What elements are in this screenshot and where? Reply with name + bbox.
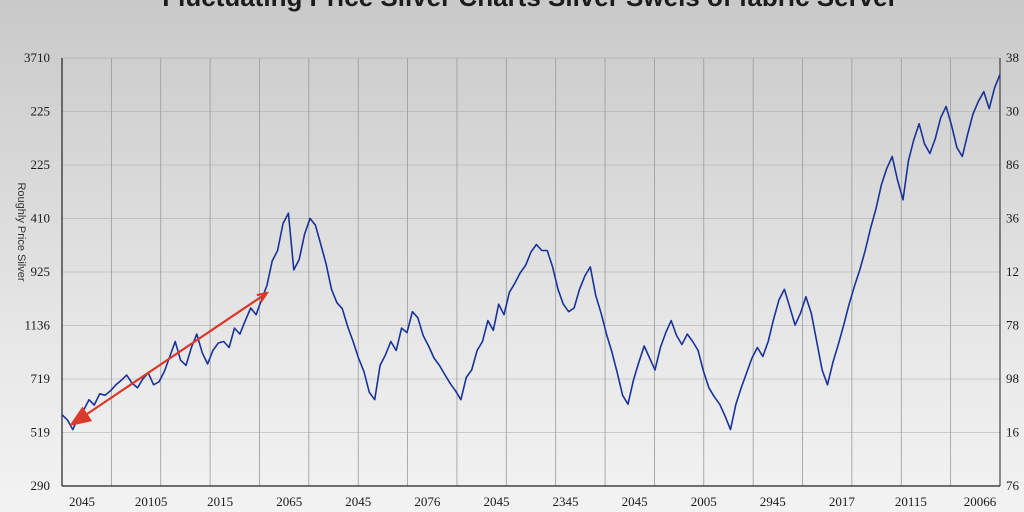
x-tick-label: 2065 — [276, 494, 302, 509]
x-tick-label: 2005 — [691, 494, 717, 509]
y-tick-label-left: 1136 — [24, 318, 50, 333]
x-tick-label: 20115 — [895, 494, 927, 509]
y-tick-label-left: 519 — [31, 425, 51, 440]
y-tick-label-right: 76 — [1006, 478, 1020, 493]
y-tick-label-right: 36 — [1006, 211, 1020, 226]
series-layer — [61, 74, 1001, 431]
series-line — [61, 74, 1001, 431]
y-tick-label-right: 30 — [1006, 104, 1019, 119]
y-tick-label-right: 78 — [1006, 318, 1019, 333]
x-tick-label: 20066 — [964, 494, 997, 509]
chart-title: Fluctuating Price Silver Charts Silver S… — [162, 0, 898, 12]
x-tick-labels: 2045 20105 2015 2065 2045 2076 2045 2345 2045 200… — [69, 494, 997, 509]
x-tick-label: 2045 — [483, 494, 509, 509]
y-axis-label: Roughly Price Silver — [15, 182, 27, 281]
trend-arrow-tail-head — [256, 291, 270, 303]
y-tick-label-left: 3710 — [24, 50, 50, 65]
y-tick-label-right: 98 — [1006, 371, 1019, 386]
x-tick-label: 2045 — [622, 494, 648, 509]
x-tick-label: 2017 — [829, 494, 856, 509]
y-tick-label-left: 719 — [31, 371, 51, 386]
x-tick-label: 2015 — [207, 494, 233, 509]
annotation-arrow-layer — [69, 291, 270, 427]
y-tick-label-right: 38 — [1006, 50, 1019, 65]
y-tick-label-left: 410 — [31, 211, 51, 226]
y-tick-label-left: 925 — [31, 264, 51, 279]
axes — [61, 58, 1001, 487]
trend-arrow — [69, 292, 268, 427]
x-tick-label: 2045 — [345, 494, 371, 509]
x-tick-label: 2345 — [553, 494, 579, 509]
y-tick-label-right: 86 — [1006, 157, 1020, 172]
x-tick-label: 2076 — [414, 494, 441, 509]
y-tick-label-right: 16 — [1006, 425, 1020, 440]
y-tick-label-left: 225 — [31, 104, 51, 119]
y-tick-label-left: 225 — [31, 157, 51, 172]
x-tick-label: 2045 — [69, 494, 95, 509]
y-tick-label-right: 12 — [1006, 264, 1019, 279]
y-tick-labels-right: 38 30 86 36 12 78 98 16 76 — [1006, 50, 1020, 493]
x-tick-label: 2945 — [760, 494, 786, 509]
x-tick-label: 20105 — [135, 494, 168, 509]
y-tick-labels-left: 3710 225 225 410 925 1136 719 519 290 — [24, 50, 50, 493]
y-tick-label-left: 290 — [31, 478, 51, 493]
